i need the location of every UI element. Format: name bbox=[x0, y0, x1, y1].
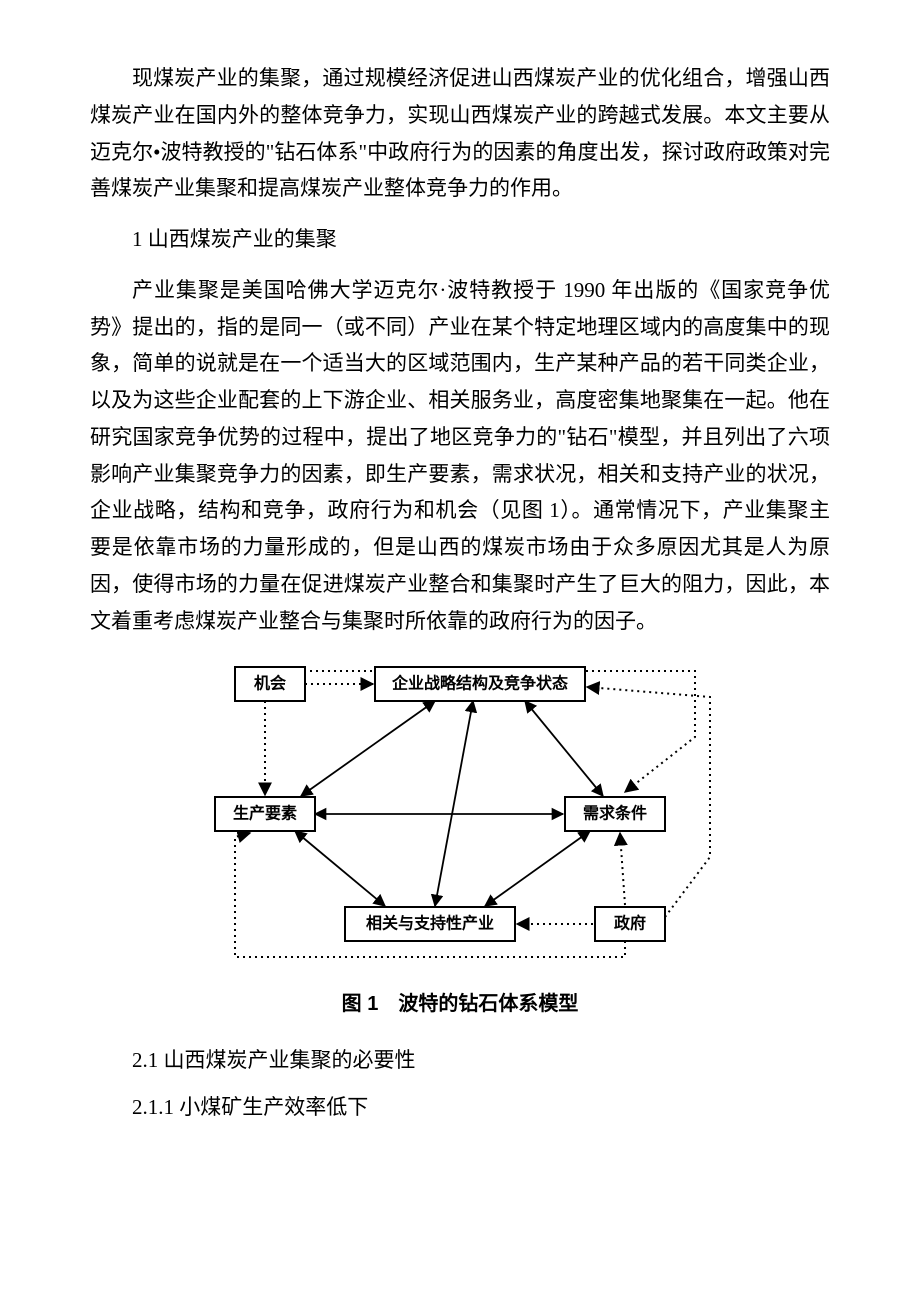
section-heading-2-1-1: 2.1.1 小煤矿生产效率低下 bbox=[90, 1089, 830, 1126]
paragraph-body: 产业集聚是美国哈佛大学迈克尔·波特教授于 1990 年出版的《国家竞争优势》提出… bbox=[90, 272, 830, 640]
edge-government-demand bbox=[620, 833, 625, 905]
svg-text:企业战略结构及竞争状态: 企业战略结构及竞争状态 bbox=[391, 674, 568, 693]
section-heading-1: 1 山西煤炭产业的集聚 bbox=[90, 221, 830, 258]
node-government: 政府 bbox=[595, 907, 665, 941]
node-demand: 需求条件 bbox=[565, 797, 665, 831]
edge-factors-related bbox=[295, 831, 385, 906]
edge-strategy-demand bbox=[525, 701, 603, 796]
edge-demand-related bbox=[485, 831, 590, 906]
porter-diamond-diagram: 机会 企业战略结构及竞争状态 生产要素 需求条件 相关与支持性产业 政府 bbox=[195, 657, 725, 967]
diagram-caption: 图 1 波特的钻石体系模型 bbox=[342, 987, 579, 1016]
node-related: 相关与支持性产业 bbox=[345, 907, 515, 941]
node-opportunity: 机会 bbox=[235, 667, 305, 701]
svg-text:机会: 机会 bbox=[254, 674, 286, 693]
section-heading-2-1: 2.1 山西煤炭产业集聚的必要性 bbox=[90, 1042, 830, 1079]
node-strategy: 企业战略结构及竞争状态 bbox=[375, 667, 585, 701]
paragraph-intro: 现煤炭产业的集聚，通过规模经济促进山西煤炭产业的优化组合，增强山西煤炭产业在国内… bbox=[90, 60, 830, 207]
svg-text:需求条件: 需求条件 bbox=[583, 804, 647, 823]
diagram-container: 机会 企业战略结构及竞争状态 生产要素 需求条件 相关与支持性产业 政府 图 1… bbox=[90, 657, 830, 1016]
node-factors: 生产要素 bbox=[215, 797, 315, 831]
edge-strategy-related bbox=[435, 701, 473, 906]
svg-text:相关与支持性产业: 相关与支持性产业 bbox=[366, 914, 494, 933]
svg-text:政府: 政府 bbox=[614, 914, 646, 933]
edge-strategy-factors bbox=[301, 701, 435, 796]
svg-text:生产要素: 生产要素 bbox=[233, 804, 297, 823]
